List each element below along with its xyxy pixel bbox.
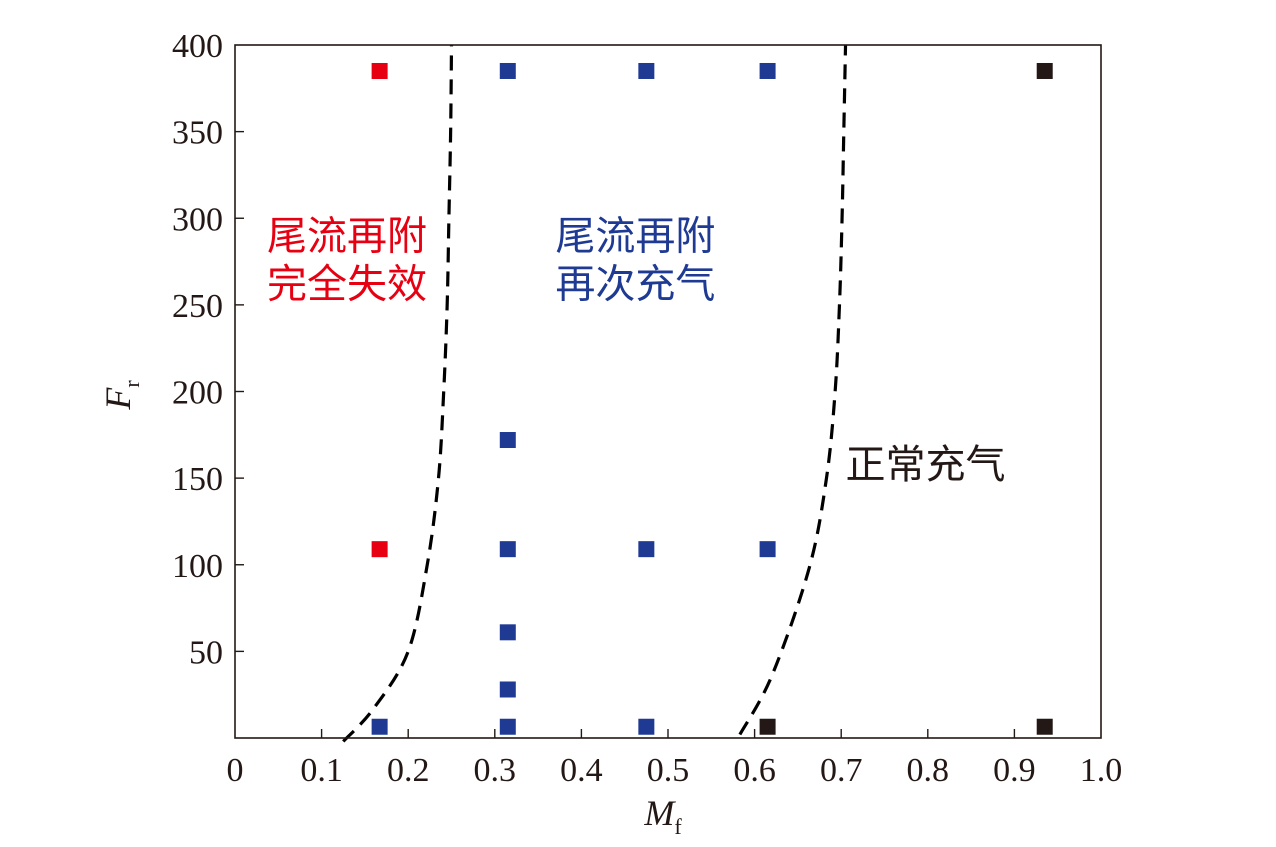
- marker-series-2: [499, 541, 516, 558]
- y-tick-label: 250: [172, 288, 223, 325]
- marker-series-2: [638, 541, 655, 558]
- region-annotation-2: 尾流再附再次充气: [555, 213, 715, 307]
- x-tick-label: 0.1: [300, 752, 343, 789]
- marker-series-2: [499, 681, 516, 698]
- tick-marks: [235, 130, 1016, 738]
- marker-series-3: [759, 718, 776, 735]
- boundary-line-1: [342, 44, 454, 743]
- y-tick-label: 300: [172, 201, 223, 238]
- marker-series-2: [371, 718, 388, 735]
- y-tick-label: 400: [172, 28, 223, 65]
- region-annotation-1: 尾流再附完全失效: [267, 213, 427, 307]
- x-tick-label: 1.0: [1080, 752, 1123, 789]
- y-axis-label-sub: r: [119, 380, 144, 388]
- x-axis-label-main: M: [643, 793, 676, 833]
- x-axis-label: Mf: [643, 793, 682, 839]
- marker-series-2: [499, 718, 516, 735]
- data-markers: [371, 62, 1053, 735]
- annotation-line: 尾流再附: [555, 213, 715, 259]
- y-tick-label: 350: [172, 115, 223, 152]
- y-axis-label-main: F: [98, 387, 138, 411]
- plot-frame: [234, 44, 1102, 739]
- x-tick-label: 0.2: [387, 752, 430, 789]
- x-axis-label-sub: f: [674, 814, 682, 839]
- annotation-line: 完全失效: [267, 261, 427, 307]
- marker-series-2: [638, 718, 655, 735]
- tick-labels: 0 0.1 0.2 0.3 0.4 0.5 0.6 0.7 0.8 0.9 1.0 50 100 150 2…: [172, 28, 1122, 789]
- x-tick-label: 0.7: [820, 752, 863, 789]
- marker-series-1: [371, 62, 388, 79]
- x-tick-label: 0.3: [474, 752, 517, 789]
- y-axis-label: Fr: [98, 380, 144, 411]
- axes: [234, 44, 1102, 739]
- y-tick-label: 100: [172, 548, 223, 585]
- x-tick-label: 0.4: [560, 752, 603, 789]
- marker-series-2: [499, 62, 516, 79]
- boundary-lines: [342, 44, 848, 743]
- region-annotation-3: 正常充气: [846, 442, 1006, 488]
- x-tick-label: 0.9: [993, 752, 1036, 789]
- annotation-line: 尾流再附: [267, 213, 427, 259]
- marker-series-2: [499, 432, 516, 449]
- x-tick-label: 0.5: [647, 752, 690, 789]
- marker-series-3: [1036, 718, 1053, 735]
- y-tick-label: 50: [189, 634, 223, 671]
- marker-series-2: [499, 624, 516, 641]
- marker-series-2: [638, 62, 655, 79]
- marker-series-2: [759, 62, 776, 79]
- annotation-line: 正常充气: [846, 442, 1006, 488]
- x-tick-label: 0: [227, 752, 244, 789]
- x-tick-label: 0.8: [907, 752, 950, 789]
- marker-series-1: [371, 541, 388, 558]
- x-tick-label: 0.6: [733, 752, 776, 789]
- boundary-line-2: [738, 44, 848, 736]
- y-tick-label: 200: [172, 375, 223, 412]
- marker-series-2: [759, 541, 776, 558]
- annotation-line: 再次充气: [555, 261, 715, 307]
- y-tick-label: 150: [172, 461, 223, 498]
- marker-series-3: [1036, 62, 1053, 79]
